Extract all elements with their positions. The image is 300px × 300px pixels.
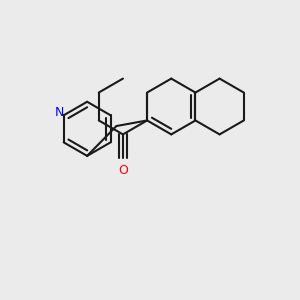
Text: O: O xyxy=(118,164,128,177)
Text: N: N xyxy=(55,106,64,119)
